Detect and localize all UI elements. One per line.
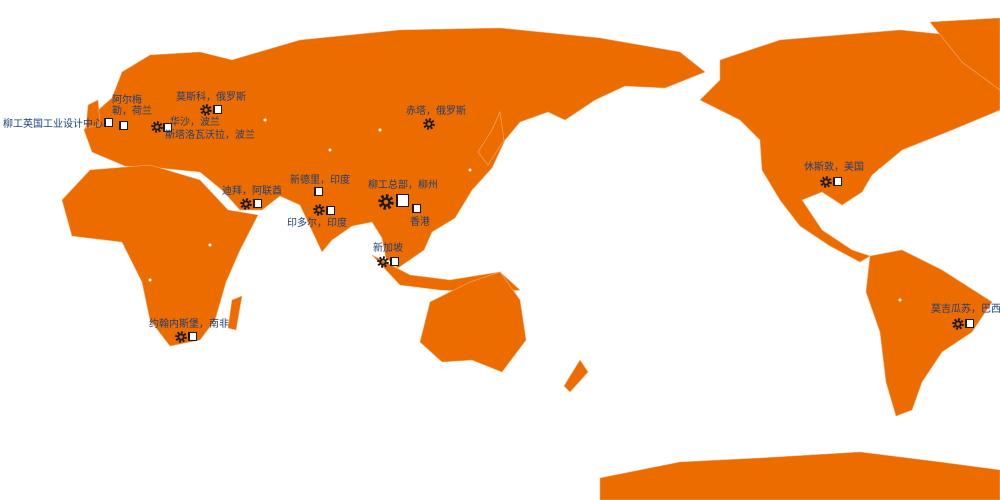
site-label: 华沙，波兰 [170,117,220,128]
gear-icon[interactable] [151,121,163,133]
liugong-logo-icon[interactable] [412,204,421,213]
site-label: 约翰内斯堡，南非 [149,319,229,330]
site-label: 赤塔，俄罗斯 [406,106,466,117]
gear-icon[interactable] [423,118,435,130]
gear-icon[interactable] [820,176,832,188]
north-america [699,29,1000,263]
liugong-logo-icon[interactable] [314,187,323,196]
site-label: 柳工英国工业设计中心 [3,119,103,130]
antarctica [599,451,1000,500]
liugong-logo-icon[interactable] [163,123,172,132]
site-label: 印多尔，印度 [287,218,347,229]
gear-icon[interactable] [313,204,325,216]
madagascar [227,295,243,331]
site-label: 新加坡 [373,243,403,254]
site-label: 香港 [410,217,430,228]
liugong-logo-icon[interactable] [119,121,128,130]
liugong-logo-icon[interactable] [833,177,842,186]
africa [61,164,259,347]
site-label: 休斯敦，美国 [804,162,864,173]
city-dots [148,118,902,302]
site-label: 阿尔梅勒，荷兰 [112,95,152,117]
liugong-logo-icon[interactable] [390,257,399,266]
japan [477,110,505,166]
liugong-logo-icon[interactable] [396,194,409,207]
eurasia [83,27,706,269]
site-label: 迪拜，阿联酋 [222,186,282,197]
greenland [929,17,1000,91]
liugong-logo-icon[interactable] [253,199,262,208]
liugong-logo-icon[interactable] [188,332,197,341]
gear-icon[interactable] [377,256,389,268]
site-label: 莫吉瓜苏，巴西 [931,304,1000,315]
south-america [865,249,993,417]
liugong-logo-icon[interactable] [965,319,974,328]
gear-icon[interactable] [200,104,212,116]
liugong-logo-icon[interactable] [213,105,222,114]
site-label: 莫斯科，俄罗斯 [176,92,246,103]
uk [85,99,101,129]
liugong-logo-icon[interactable] [326,206,335,215]
new-zealand [563,359,589,393]
liugong-logo-icon[interactable] [104,118,113,127]
site-label: 柳工总部，柳州 [368,180,438,191]
site-label: 斯塔洛瓦沃拉，波兰 [165,130,255,141]
gear-icon[interactable] [240,198,252,210]
gear-icon[interactable] [378,194,394,210]
site-label: 新德里，印度 [290,175,350,186]
australia [419,271,527,373]
gear-icon[interactable] [175,331,187,343]
gear-icon[interactable] [952,318,964,330]
